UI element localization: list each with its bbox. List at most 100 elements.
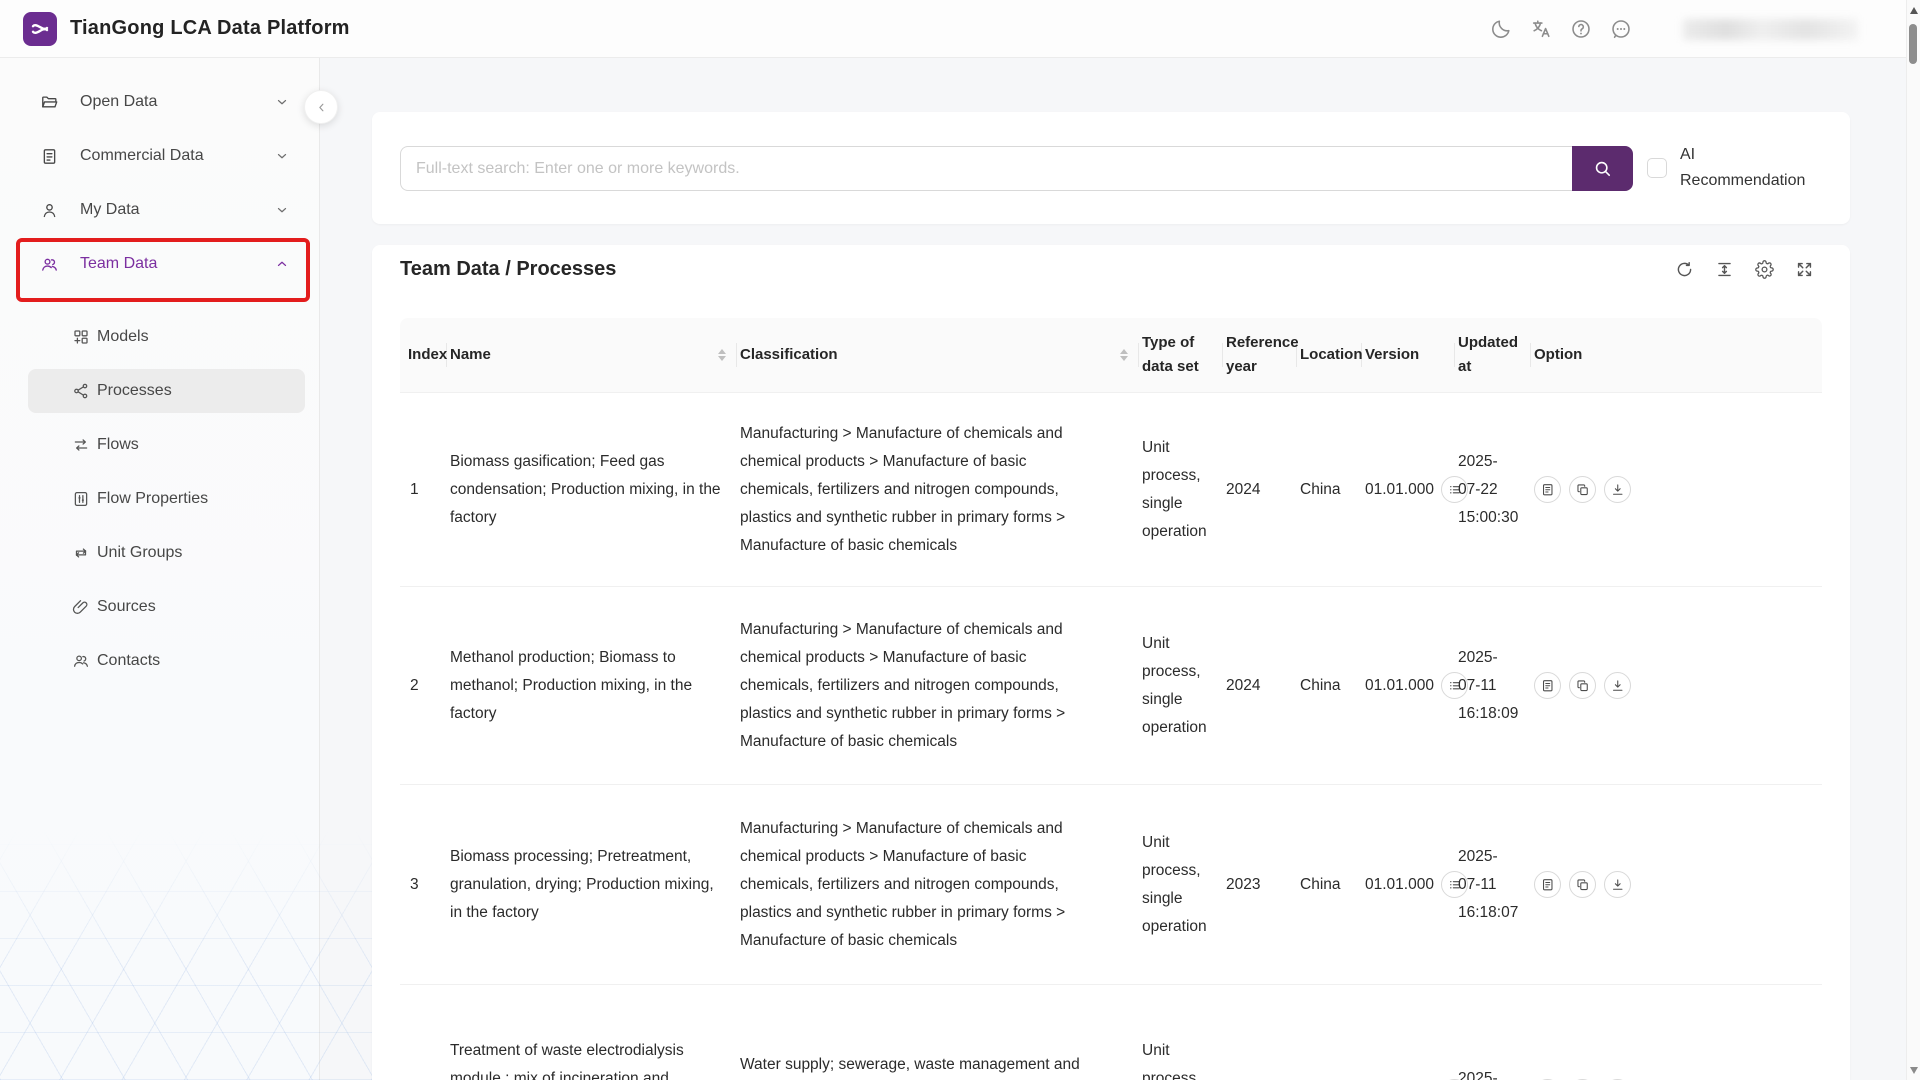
chevron-down-icon: [275, 203, 289, 217]
search-input[interactable]: [400, 146, 1572, 191]
download-button[interactable]: [1604, 871, 1631, 898]
version-list-button[interactable]: [1440, 871, 1468, 898]
cell-index: 1: [410, 480, 419, 498]
copy-button[interactable]: [1569, 672, 1596, 699]
sidebar-item-label: Open Data: [80, 93, 158, 110]
col-header-option: Option: [1534, 346, 1583, 363]
version-list-button[interactable]: [1440, 476, 1468, 503]
paperclip-icon: [72, 598, 90, 616]
sidebar-item-contacts[interactable]: Contacts: [28, 639, 305, 683]
team-data-submenu: Models Processes Flows Flow Properties U…: [0, 315, 319, 683]
ai-recommendation-checkbox[interactable]: [1647, 158, 1667, 178]
cell-classification: Manufacturing > Manufacture of chemicals…: [740, 620, 1066, 750]
cell-location: China: [1300, 875, 1341, 893]
sidebar-item-models[interactable]: Models: [28, 315, 305, 359]
app-title: TianGong LCA Data Platform: [70, 17, 350, 39]
user-icon: [40, 201, 59, 220]
cell-updated-at: 2025-07-22 15:00:30: [1458, 452, 1519, 526]
sort-carets-icon: [718, 349, 726, 361]
cell-reference-year: 2023: [1226, 875, 1261, 893]
cell-updated-at: 2025-07-11: [1458, 1069, 1498, 1080]
sidebar-item-my-data[interactable]: My Data: [0, 188, 319, 232]
copy-icon: [1576, 483, 1590, 497]
cell-name: Biomass processing; Pretreatment, granul…: [450, 847, 714, 921]
dark-mode-moon-icon[interactable]: [1490, 18, 1512, 40]
detail-button[interactable]: [1534, 476, 1561, 503]
cell-version: 01.01.000: [1365, 875, 1434, 893]
sidebar-item-open-data[interactable]: Open Data: [0, 80, 319, 124]
cell-type: Unit process, single operation: [1142, 634, 1207, 736]
table-row: 1 Biomass gasification; Feed gas condens…: [400, 393, 1822, 587]
settings-gear-icon[interactable]: [1755, 260, 1774, 279]
chevron-up-icon: [275, 257, 289, 271]
top-header: TianGong LCA Data Platform: [0, 0, 1920, 58]
sidebar-collapse-button[interactable]: [304, 90, 338, 124]
sort-carets-icon: [1120, 349, 1128, 361]
cell-updated-at: 2025-07-11 16:18:09: [1458, 648, 1519, 722]
sidebar: Open Data Commercial Data My Data Team D…: [0, 58, 320, 1080]
brand[interactable]: TianGong LCA Data Platform: [23, 11, 350, 46]
download-button[interactable]: [1604, 672, 1631, 699]
sidebar-item-label: My Data: [80, 201, 140, 218]
cell-type: Unit process, single operation: [1142, 1041, 1201, 1080]
header-actions: [1490, 0, 1632, 58]
col-header-updated-at: Updated at: [1458, 331, 1534, 379]
sidebar-item-unit-groups[interactable]: Unit Groups: [28, 531, 305, 575]
cell-name: Treatment of waste electrodialysis modul…: [450, 1041, 684, 1080]
sidebar-item-processes[interactable]: Processes: [28, 369, 305, 413]
col-header-classification[interactable]: Classification: [740, 343, 1142, 367]
cell-location: China: [1300, 676, 1341, 694]
col-header-name[interactable]: Name: [450, 343, 740, 367]
cell-name: Biomass gasification; Feed gas condensat…: [450, 452, 721, 526]
download-button[interactable]: [1604, 476, 1631, 503]
chevron-down-icon: [275, 95, 289, 109]
fullscreen-expand-icon[interactable]: [1795, 260, 1814, 279]
help-question-icon[interactable]: [1570, 18, 1592, 40]
cell-option: [1534, 476, 1822, 503]
table-row: 3 Biomass processing; Pretreatment, gran…: [400, 785, 1822, 985]
sidebar-item-flows[interactable]: Flows: [28, 423, 305, 467]
user-account-redacted[interactable]: [1683, 19, 1858, 40]
profile-card-icon: [1541, 483, 1555, 497]
language-translate-icon[interactable]: [1530, 18, 1552, 40]
reload-icon[interactable]: [1675, 260, 1694, 279]
share-network-icon: [72, 382, 90, 400]
cell-option: [1534, 871, 1822, 898]
team-icon: [40, 255, 59, 274]
sidebar-item-sources[interactable]: Sources: [28, 585, 305, 629]
processes-table-panel: Team Data / Processes Index Name Classif…: [372, 245, 1850, 1080]
sidebar-item-label: Team Data: [80, 255, 158, 272]
download-icon: [1611, 878, 1625, 892]
scroll-up-arrow-icon[interactable]: [1910, 7, 1918, 14]
copy-button[interactable]: [1569, 871, 1596, 898]
cell-index: 3: [410, 875, 419, 893]
table-row: 4 Treatment of waste electrodialysis mod…: [400, 985, 1822, 1080]
scroll-down-arrow-icon[interactable]: [1910, 1067, 1918, 1074]
ai-recommendation-toggle: AI Recommendation: [1647, 112, 1822, 224]
sidebar-item-label: Commercial Data: [80, 147, 204, 164]
scrollbar-thumb[interactable]: [1909, 24, 1917, 64]
sidebar-item-team-data[interactable]: Team Data: [0, 242, 319, 286]
sliders-box-icon: [72, 490, 90, 508]
detail-button[interactable]: [1534, 871, 1561, 898]
sidebar-item-flow-properties[interactable]: Flow Properties: [28, 477, 305, 521]
col-header-location: Location: [1300, 343, 1365, 367]
cell-updated-at: 2025-07-11 16:18:07: [1458, 847, 1519, 921]
folder-open-icon: [40, 93, 59, 112]
version-list-button[interactable]: [1440, 672, 1468, 699]
cell-reference-year: 2024: [1226, 480, 1261, 498]
file-text-icon: [40, 147, 59, 166]
feedback-message-icon[interactable]: [1610, 18, 1632, 40]
cell-classification: Manufacturing > Manufacture of chemicals…: [740, 424, 1066, 554]
cell-location: China: [1300, 480, 1341, 498]
search-button[interactable]: [1572, 146, 1633, 191]
page-title: Team Data / Processes: [400, 257, 617, 280]
col-header-index: Index: [400, 343, 450, 367]
sidebar-item-commercial-data[interactable]: Commercial Data: [0, 134, 319, 178]
cell-option: [1534, 672, 1822, 699]
row-height-icon[interactable]: [1715, 260, 1734, 279]
copy-button[interactable]: [1569, 476, 1596, 503]
page-scrollbar[interactable]: [1906, 0, 1920, 1080]
detail-button[interactable]: [1534, 672, 1561, 699]
